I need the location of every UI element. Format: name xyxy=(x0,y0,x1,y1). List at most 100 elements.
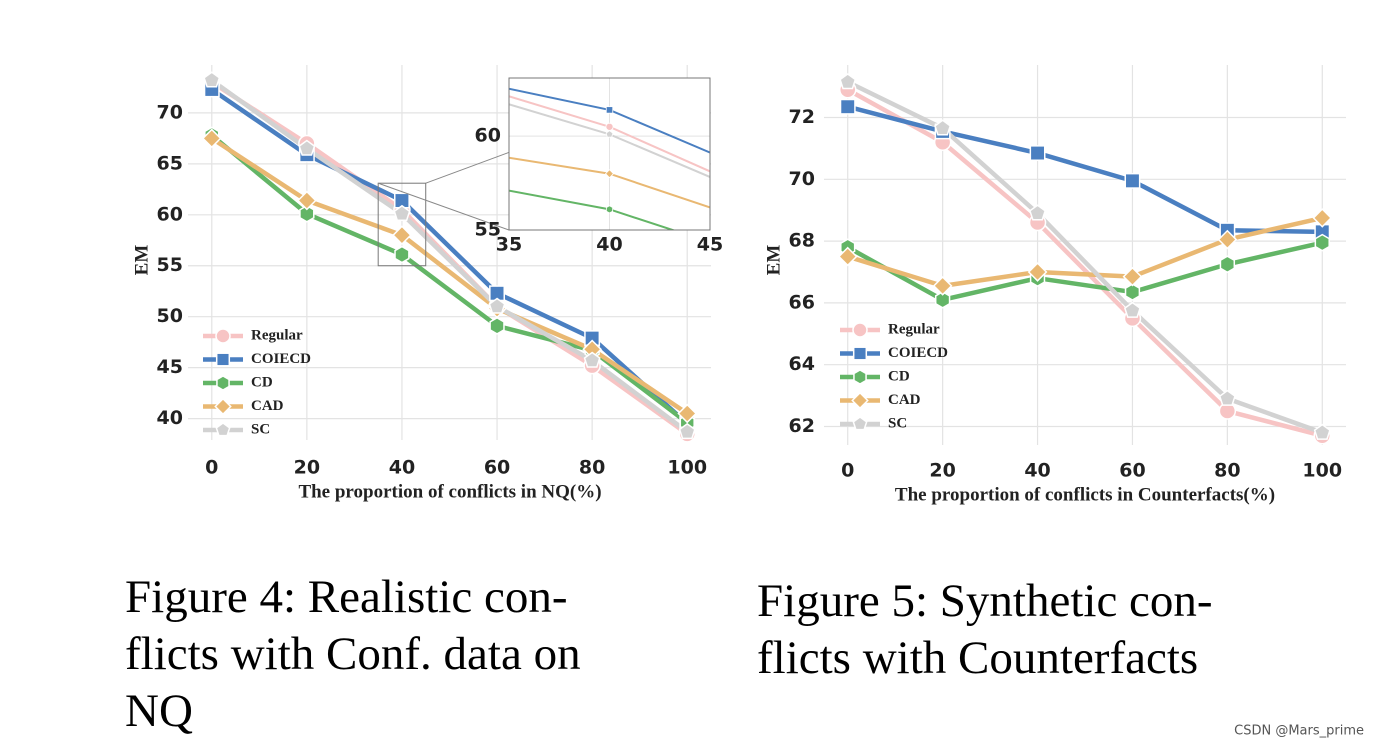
marker xyxy=(839,98,856,115)
marker xyxy=(215,352,231,367)
marker xyxy=(605,205,614,214)
inset-x-tick-label: 35 xyxy=(496,234,522,256)
y-tick-label: 62 xyxy=(789,415,815,437)
marker xyxy=(934,119,952,136)
series-line xyxy=(210,87,689,426)
x-tick-label: 40 xyxy=(1024,460,1050,482)
legend-label: COIECD xyxy=(251,351,311,367)
figure-caption: flicts with Conf. data on xyxy=(125,628,581,680)
marker xyxy=(604,169,615,179)
y-tick-label: 45 xyxy=(157,356,183,378)
marker xyxy=(1123,301,1141,318)
marker xyxy=(1313,423,1331,440)
marker xyxy=(394,245,410,264)
y-tick-label: 70 xyxy=(789,168,815,190)
x-tick-label: 100 xyxy=(667,457,707,479)
marker xyxy=(583,351,601,368)
marker xyxy=(1219,255,1236,274)
x-tick-label: 80 xyxy=(579,457,605,479)
marker xyxy=(605,130,614,138)
legend-label: Regular xyxy=(888,321,940,337)
x-tick-label: 0 xyxy=(841,460,854,482)
x-axis-label: The proportion of conflicts in NQ(%) xyxy=(298,481,601,502)
marker xyxy=(298,139,316,156)
legend-label: Regular xyxy=(251,327,303,343)
marker xyxy=(605,106,614,114)
marker xyxy=(214,397,232,416)
x-tick-label: 60 xyxy=(484,457,510,479)
legend-label: SC xyxy=(251,421,270,437)
marker xyxy=(299,204,315,223)
legend-label: CD xyxy=(888,368,910,384)
y-axis-label: EM xyxy=(131,245,152,276)
marker xyxy=(489,317,505,335)
y-tick-label: 72 xyxy=(789,106,815,128)
marker xyxy=(605,122,614,131)
marker xyxy=(201,128,222,149)
x-tick-label: 40 xyxy=(389,457,415,479)
zoom-connector xyxy=(378,182,510,231)
marker xyxy=(1312,208,1333,228)
inset-plot xyxy=(509,78,710,230)
zoom-region xyxy=(377,182,427,267)
series-line xyxy=(846,79,1324,435)
series-line xyxy=(210,78,689,434)
series-line xyxy=(846,240,1323,303)
inset-y-tick-label: 55 xyxy=(475,219,501,241)
marker xyxy=(678,422,696,440)
legend-label: COIECD xyxy=(888,345,948,361)
marker xyxy=(1124,283,1141,301)
marker xyxy=(934,290,951,309)
inset-y-tick-label: 60 xyxy=(475,125,501,147)
x-tick-label: 60 xyxy=(1119,460,1145,482)
marker xyxy=(1124,172,1141,189)
figure-caption: Figure 5: Synthetic con- xyxy=(757,575,1213,627)
legend-label: CAD xyxy=(888,392,921,408)
y-tick-label: 40 xyxy=(157,407,183,429)
x-tick-label: 100 xyxy=(1302,460,1342,482)
marker xyxy=(203,71,221,88)
x-axis-label: The proportion of conflicts in Counterfa… xyxy=(895,484,1275,505)
marker xyxy=(852,346,868,361)
legend-label: CD xyxy=(251,374,273,390)
y-tick-label: 68 xyxy=(789,230,815,252)
marker xyxy=(393,204,411,221)
marker xyxy=(216,375,230,391)
legend-label: CAD xyxy=(251,398,284,414)
marker xyxy=(1029,204,1047,221)
series-line xyxy=(846,87,1323,438)
marker xyxy=(851,391,869,410)
inset-x-tick-label: 45 xyxy=(697,234,723,256)
series-line xyxy=(847,104,1323,235)
x-tick-label: 20 xyxy=(294,457,320,479)
y-axis-label: EM xyxy=(763,245,784,276)
inset-x-tick-label: 40 xyxy=(596,234,622,256)
marker xyxy=(853,369,867,385)
y-tick-label: 66 xyxy=(789,291,815,313)
y-tick-label: 65 xyxy=(157,152,183,174)
y-tick-label: 70 xyxy=(157,101,183,123)
marker xyxy=(839,73,857,90)
y-tick-label: 55 xyxy=(157,254,183,276)
figure-caption: flicts with Counterfacts xyxy=(757,632,1198,684)
legend-label: SC xyxy=(888,415,907,431)
marker xyxy=(852,416,868,431)
y-tick-label: 64 xyxy=(789,353,815,375)
marker xyxy=(488,297,506,314)
marker xyxy=(1027,262,1048,282)
y-tick-label: 60 xyxy=(157,203,183,225)
marker xyxy=(677,403,698,424)
x-tick-label: 20 xyxy=(929,460,955,482)
marker xyxy=(296,190,317,211)
series-line xyxy=(210,136,689,416)
figure-caption: Figure 4: Realistic con- xyxy=(125,571,567,623)
marker xyxy=(1218,389,1236,406)
marker xyxy=(1122,266,1143,287)
marker xyxy=(932,276,953,296)
marker xyxy=(1217,229,1238,250)
x-tick-label: 80 xyxy=(1214,460,1240,482)
inset-frame xyxy=(508,77,711,231)
marker xyxy=(1029,145,1046,161)
marker xyxy=(1314,233,1330,252)
